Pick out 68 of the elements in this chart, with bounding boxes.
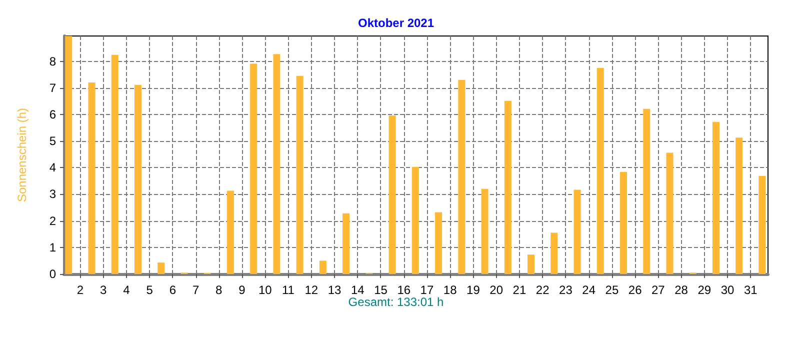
- bar: [158, 262, 165, 274]
- x-tick-label: 31: [744, 283, 758, 297]
- x-tick-label: 9: [238, 283, 246, 297]
- bar: [758, 176, 766, 274]
- x-tick-label: 2: [76, 283, 84, 297]
- bar: [596, 68, 604, 274]
- bar: [620, 172, 627, 274]
- x-tick-label: 6: [169, 283, 176, 297]
- x-tick-label: 7: [192, 283, 200, 297]
- y-tick-label: 0: [49, 267, 56, 281]
- bar: [504, 100, 512, 274]
- x-tick-label: 4: [123, 283, 130, 297]
- bar: [342, 213, 350, 274]
- y-tick-label: 6: [49, 107, 56, 122]
- x-tick-label: 18: [443, 283, 458, 297]
- x-tick-label: 26: [628, 283, 642, 297]
- y-tick-label: 7: [49, 80, 56, 95]
- x-tick-label: 30: [720, 283, 735, 297]
- bar: [273, 54, 280, 274]
- x-tick-label: 5: [146, 283, 154, 297]
- x-tick-label: 12: [304, 283, 318, 297]
- x-tick-label: 28: [674, 283, 688, 297]
- bar: [435, 212, 442, 274]
- bar: [412, 166, 419, 274]
- text: Gesamt: 133:01 h: [348, 295, 444, 309]
- bar: [712, 122, 720, 274]
- x-tick-label: 13: [328, 283, 342, 297]
- y-tick-label: 3: [49, 187, 56, 202]
- chart-title: Oktober 2021: [358, 16, 434, 30]
- x-tick-label: 8: [216, 283, 223, 297]
- bar: [134, 84, 142, 274]
- y-tick-label: 5: [49, 134, 56, 148]
- x-tick-label: 21: [512, 283, 526, 297]
- x-tick-label: 29: [698, 283, 712, 297]
- x-tick-label: 24: [582, 283, 596, 297]
- bar: [388, 116, 396, 274]
- bar: [319, 260, 326, 274]
- x-tick-label: 27: [652, 283, 666, 297]
- x-tick-label: 11: [282, 283, 295, 297]
- x-tick-label: 19: [466, 283, 480, 297]
- y-tick-label: 4: [49, 160, 56, 175]
- x-tick-label: 25: [605, 283, 619, 297]
- x-tick-label: 17: [420, 283, 434, 297]
- x-tick-label: 10: [258, 283, 272, 297]
- bar: [250, 64, 258, 274]
- bar: [643, 108, 650, 274]
- y-tick-label: 2: [49, 214, 56, 228]
- bar: [88, 82, 96, 274]
- bar: [574, 190, 581, 274]
- x-tick-label: 22: [536, 283, 550, 297]
- bar: [550, 232, 558, 274]
- bar: [666, 152, 674, 274]
- bar: [296, 76, 304, 274]
- x-tick-label: 15: [374, 283, 388, 297]
- y-tick-label: 8: [49, 54, 56, 68]
- bar: [226, 190, 234, 274]
- y-axis-title: Sonnenschein (h): [15, 108, 29, 202]
- x-tick-label: 14: [350, 283, 365, 297]
- bar: [528, 254, 535, 274]
- bar: [111, 54, 118, 274]
- bar: [736, 138, 743, 274]
- x-tick-label: 23: [559, 283, 573, 297]
- x-tick-label: 3: [100, 283, 107, 297]
- bar: [458, 80, 466, 274]
- x-tick-label: 20: [490, 283, 504, 297]
- bar: [481, 188, 488, 274]
- x-tick-label: 16: [397, 283, 411, 297]
- y-tick-label: 1: [49, 240, 56, 254]
